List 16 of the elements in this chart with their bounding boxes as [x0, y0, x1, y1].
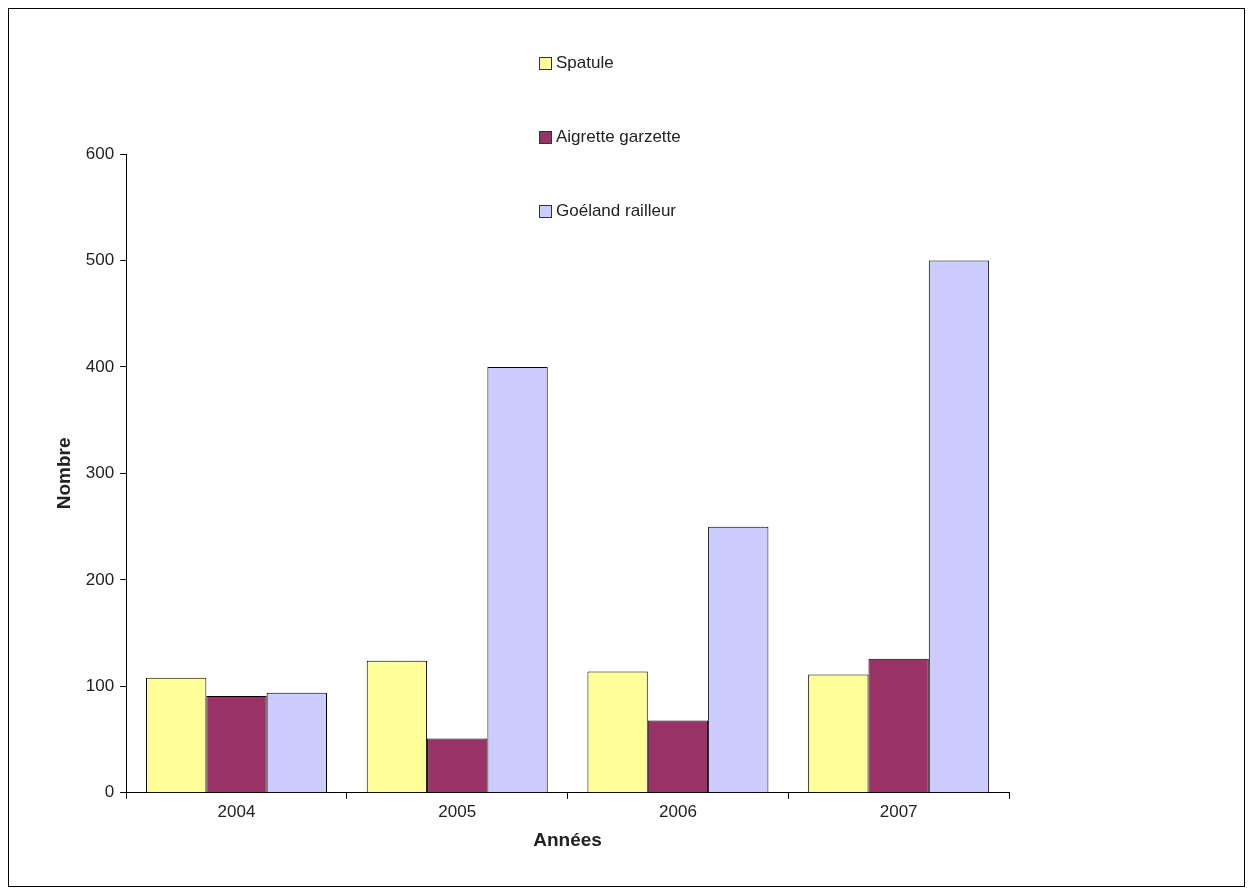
x-tick-label: 2004: [217, 801, 256, 821]
y-tick-label: 600: [85, 143, 115, 163]
x-tick-label: 2007: [879, 801, 918, 821]
legend-label: Aigrette garzette: [556, 127, 681, 147]
legend-label: Spatule: [556, 53, 614, 73]
y-axis-title: Nombre: [52, 437, 74, 510]
x-tick-label: 2006: [659, 801, 697, 821]
y-tick-label: 0: [104, 782, 115, 802]
legend-label: Goéland railleur: [556, 201, 677, 221]
x-axis-title: Années: [533, 828, 602, 850]
y-tick-label: 100: [85, 676, 115, 696]
y-tick-label: 200: [85, 569, 115, 589]
y-tick-label: 400: [85, 356, 115, 376]
y-tick-label: 300: [85, 463, 115, 483]
x-tick-label: 2005: [438, 801, 477, 821]
y-tick-label: 500: [85, 250, 115, 270]
